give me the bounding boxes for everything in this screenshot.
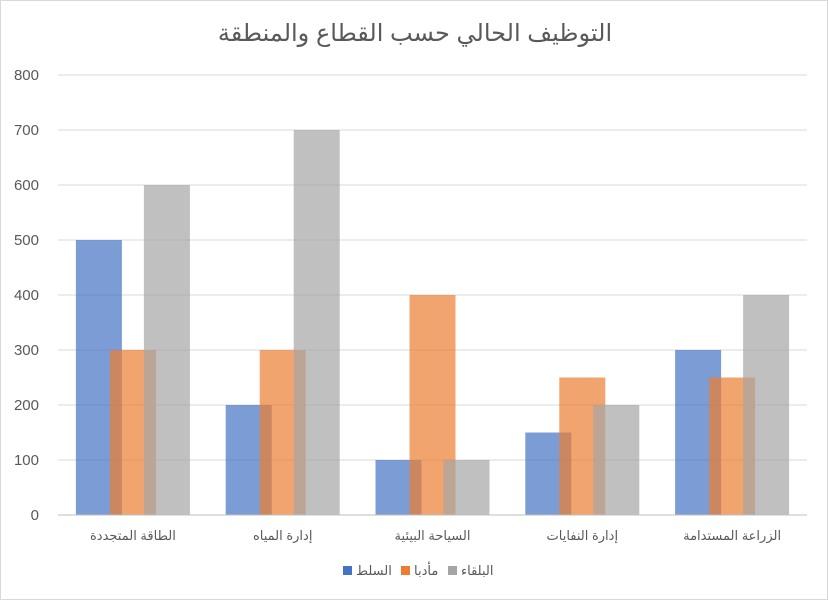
y-tick-label: 100: [14, 452, 39, 469]
bar-series-2-cat-0: [143, 185, 190, 515]
y-tick-label: 700: [14, 122, 39, 139]
y-tick-label: 800: [14, 67, 39, 84]
legend-swatch: [448, 566, 457, 575]
y-tick-label: 300: [14, 342, 39, 359]
legend-label: البلقاء: [461, 563, 493, 578]
legend-label: مأدبا: [414, 561, 438, 578]
bar-series-2-cat-3: [593, 405, 640, 515]
bars: [75, 130, 790, 515]
y-tick-label: 400: [14, 287, 39, 304]
x-category-label: إدارة النفايات: [547, 528, 619, 544]
y-tick-label: 0: [31, 507, 39, 524]
legend: السلط مأدبا البلقاء: [343, 561, 493, 578]
chart-title: التوظيف الحالي حسب القطاع والمنطقة: [218, 20, 612, 47]
bar-series-2-cat-2: [443, 460, 490, 515]
bar-series-2-cat-1: [293, 130, 340, 515]
legend-swatch: [343, 566, 352, 575]
x-axis-categories: الطاقة المتجددة إدارة المياه السياحة البيئ…: [90, 528, 781, 544]
x-category-label: السياحة البيئية: [395, 528, 471, 543]
legend-swatch: [401, 566, 410, 575]
x-category-label: الزراعة المستدامة: [683, 528, 781, 544]
y-tick-label: 500: [14, 232, 39, 249]
y-axis-ticks: 0 100 200 300 400 500 600 700 800: [14, 67, 39, 524]
bar-series-2-cat-4: [743, 295, 790, 515]
y-tick-label: 600: [14, 177, 39, 194]
legend-label: السلط: [356, 563, 392, 578]
y-tick-label: 200: [14, 397, 39, 414]
x-category-label: إدارة المياه: [253, 528, 313, 544]
x-category-label: الطاقة المتجددة: [90, 528, 176, 543]
